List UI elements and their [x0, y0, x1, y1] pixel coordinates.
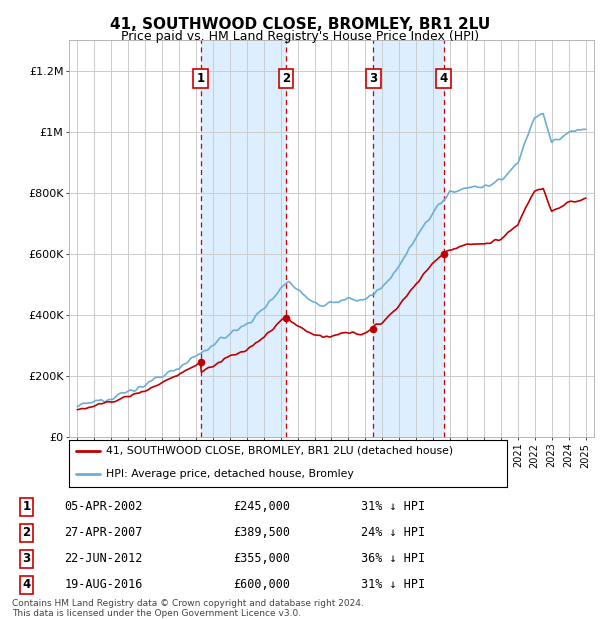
Text: 3: 3	[370, 72, 377, 85]
Text: 24% ↓ HPI: 24% ↓ HPI	[361, 526, 425, 539]
Text: £245,000: £245,000	[233, 500, 290, 513]
Text: HPI: Average price, detached house, Bromley: HPI: Average price, detached house, Brom…	[106, 469, 354, 479]
Text: 31% ↓ HPI: 31% ↓ HPI	[361, 500, 425, 513]
Text: 2: 2	[22, 526, 31, 539]
Text: 22-JUN-2012: 22-JUN-2012	[64, 552, 143, 565]
Bar	[200, 40, 286, 437]
Text: 1: 1	[22, 500, 31, 513]
Text: 41, SOUTHWOOD CLOSE, BROMLEY, BR1 2LU: 41, SOUTHWOOD CLOSE, BROMLEY, BR1 2LU	[110, 17, 490, 32]
Text: 19-AUG-2016: 19-AUG-2016	[64, 578, 143, 591]
Text: 1: 1	[197, 72, 205, 85]
Text: 4: 4	[22, 578, 31, 591]
Text: 31% ↓ HPI: 31% ↓ HPI	[361, 578, 425, 591]
Bar	[373, 40, 444, 437]
Text: 41, SOUTHWOOD CLOSE, BROMLEY, BR1 2LU (detached house): 41, SOUTHWOOD CLOSE, BROMLEY, BR1 2LU (d…	[106, 446, 454, 456]
Text: £389,500: £389,500	[233, 526, 290, 539]
Text: £355,000: £355,000	[233, 552, 290, 565]
Text: 2: 2	[282, 72, 290, 85]
Text: 05-APR-2002: 05-APR-2002	[64, 500, 143, 513]
Text: 36% ↓ HPI: 36% ↓ HPI	[361, 552, 425, 565]
Text: Contains HM Land Registry data © Crown copyright and database right 2024.
This d: Contains HM Land Registry data © Crown c…	[12, 599, 364, 618]
Text: Price paid vs. HM Land Registry's House Price Index (HPI): Price paid vs. HM Land Registry's House …	[121, 30, 479, 43]
Text: 3: 3	[22, 552, 31, 565]
Text: 4: 4	[440, 72, 448, 85]
Text: £600,000: £600,000	[233, 578, 290, 591]
Text: 27-APR-2007: 27-APR-2007	[64, 526, 143, 539]
